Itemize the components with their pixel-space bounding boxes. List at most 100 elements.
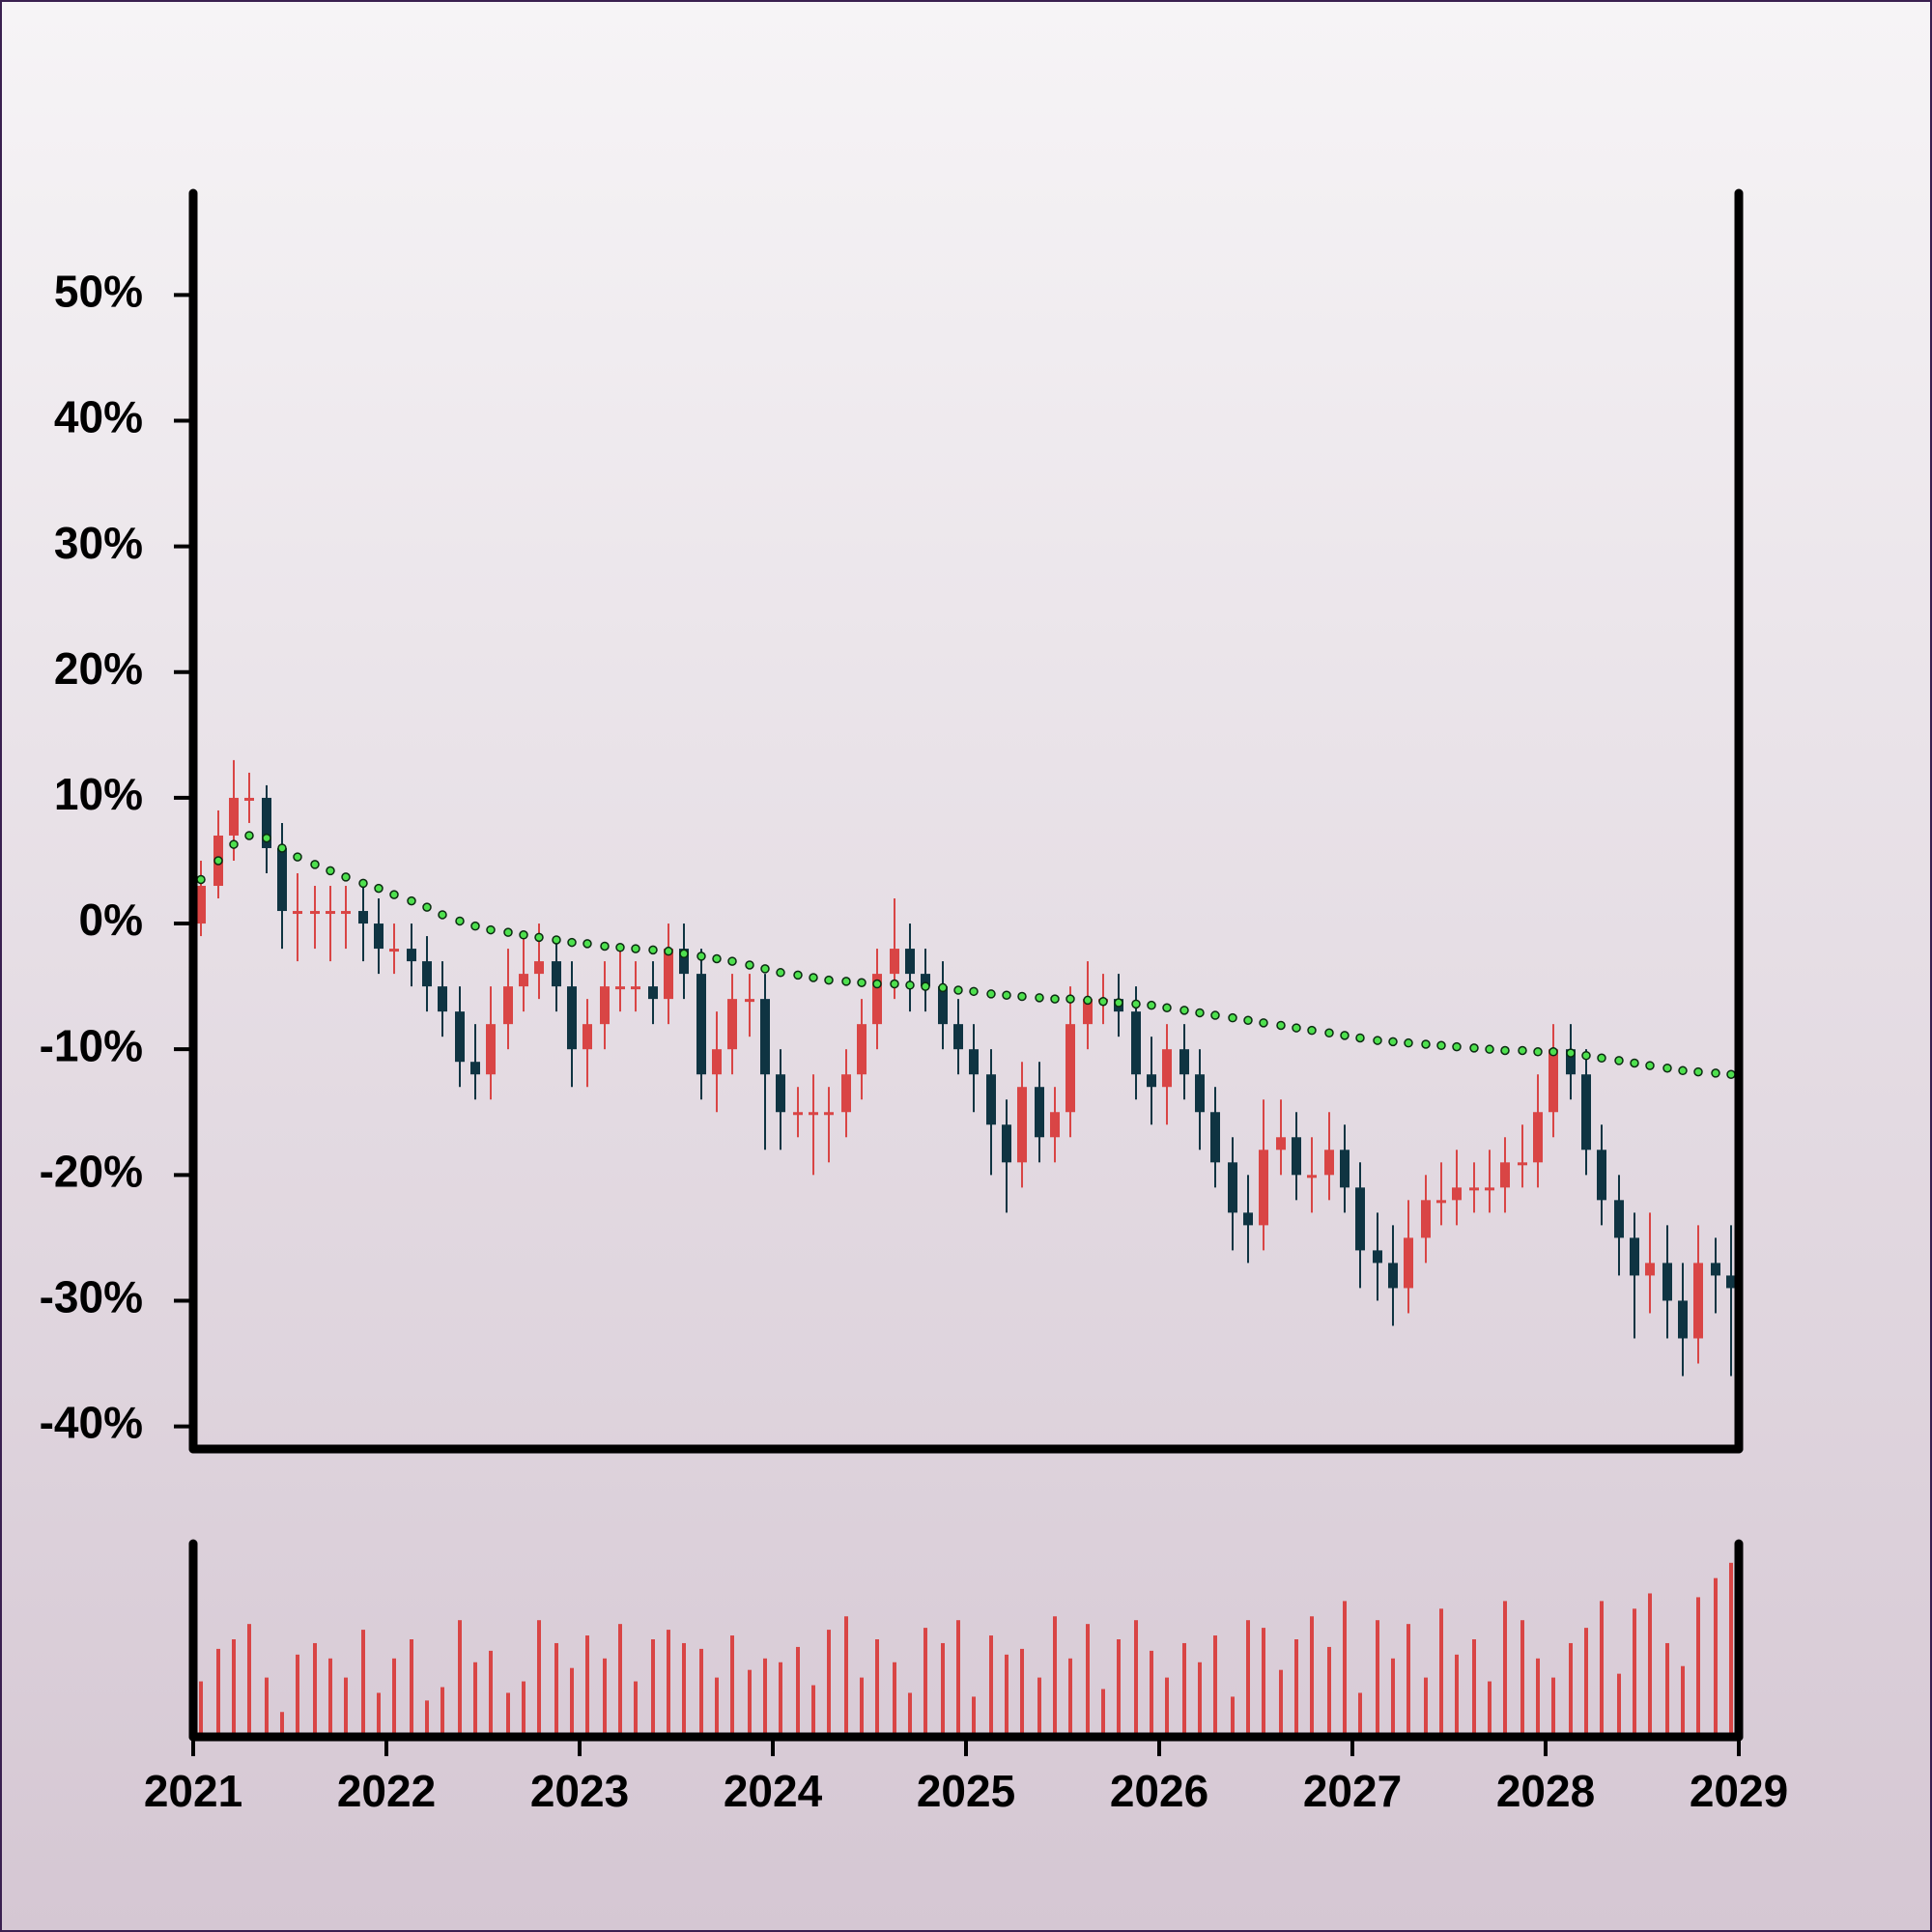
volume-bar <box>1327 1646 1331 1735</box>
moving-average-dot <box>567 937 577 948</box>
moving-average-dot <box>358 878 368 889</box>
moving-average-dot <box>664 946 673 956</box>
candle-body <box>1276 1137 1286 1151</box>
volume-bar <box>1117 1639 1121 1735</box>
moving-average-dot <box>277 843 287 853</box>
volume-bar <box>280 1712 284 1735</box>
moving-average-dot <box>552 935 561 945</box>
volume-bar <box>1406 1624 1410 1735</box>
volume-bar <box>199 1681 203 1735</box>
y-tick-label: 50% <box>54 267 143 317</box>
candle-body <box>615 986 625 990</box>
volume-bar <box>1520 1620 1524 1735</box>
moving-average-dot <box>1324 1028 1334 1038</box>
candle-body <box>1388 1263 1398 1289</box>
moving-average-dot <box>727 956 737 966</box>
candle-body <box>600 986 610 1025</box>
moving-average-dot <box>760 964 770 974</box>
volume-bar <box>554 1642 558 1735</box>
moving-average-dot <box>455 916 465 926</box>
volume-bar <box>1439 1608 1443 1735</box>
moving-average-dot <box>1693 1066 1703 1077</box>
volume-bar <box>1376 1620 1379 1735</box>
candle-body <box>1548 1049 1558 1113</box>
volume-bar <box>811 1685 815 1735</box>
moving-average-dot <box>438 910 447 920</box>
candle-body <box>1645 1263 1655 1276</box>
volume-bar <box>1037 1677 1041 1735</box>
candle-body <box>277 847 287 912</box>
candle-body <box>1500 1162 1510 1188</box>
candle-body <box>1566 1049 1576 1075</box>
moving-average-dot <box>1017 991 1027 1002</box>
volume-bar <box>779 1662 782 1735</box>
volume-bar <box>1213 1635 1217 1735</box>
moving-average-dot <box>582 939 592 949</box>
y-tick-label: 40% <box>54 392 143 442</box>
volume-bar <box>522 1681 526 1735</box>
volume-bar <box>1134 1620 1138 1735</box>
candle-body <box>470 1062 480 1075</box>
candle-body <box>1324 1150 1334 1176</box>
moving-average-dot <box>1726 1069 1736 1079</box>
volume-bar <box>651 1639 655 1735</box>
candle-body <box>1469 1187 1479 1191</box>
candle-body <box>631 986 640 990</box>
moving-average-dot <box>921 981 930 991</box>
volume-bar <box>313 1642 317 1735</box>
x-tick-label: 2024 <box>724 1766 823 1816</box>
volume-bar <box>618 1624 622 1735</box>
volume-bar <box>1391 1658 1395 1735</box>
moving-average-dot <box>890 979 899 989</box>
moving-average-dot <box>631 944 640 953</box>
candle-body <box>552 961 561 987</box>
candle-body <box>196 886 206 924</box>
moving-average-dot <box>1355 1033 1365 1043</box>
candle-body <box>1436 1200 1446 1204</box>
candle-body <box>1614 1200 1624 1238</box>
candle-body <box>519 974 528 987</box>
volume-bar <box>247 1624 251 1735</box>
candle-body <box>1179 1049 1189 1075</box>
candle-body <box>1228 1162 1237 1213</box>
volume-bar <box>1729 1562 1733 1735</box>
moving-average-dot <box>1162 1003 1172 1012</box>
moving-average-dot <box>1404 1037 1413 1048</box>
volume-bar <box>585 1635 589 1735</box>
candle-body <box>310 911 320 915</box>
moving-average-dot <box>1195 1008 1205 1018</box>
candle-body <box>1083 999 1093 1025</box>
y-tick-label: -30% <box>40 1272 143 1322</box>
candle-body <box>793 1112 803 1116</box>
volume-bar <box>1584 1628 1588 1735</box>
candle-body <box>1162 1049 1172 1088</box>
volume-bar <box>715 1677 719 1735</box>
y-tick-label: -40% <box>40 1398 143 1448</box>
candle-body <box>326 911 335 915</box>
volume-bar <box>748 1669 752 1735</box>
y-tick-label: -10% <box>40 1020 143 1070</box>
moving-average-dot <box>824 975 834 985</box>
volume-bar <box>1020 1648 1024 1735</box>
candle-body <box>389 949 399 952</box>
volume-bar <box>458 1620 462 1735</box>
volume-bar <box>893 1662 896 1735</box>
candle-body <box>534 961 544 975</box>
candle-body <box>1259 1150 1268 1226</box>
candle-body <box>229 797 239 836</box>
moving-average-dot <box>534 932 544 943</box>
moving-average-dot <box>905 980 915 990</box>
candle-body <box>341 911 351 915</box>
volume-bar <box>972 1696 976 1735</box>
x-tick-label: 2025 <box>917 1766 1015 1816</box>
candle-body <box>921 974 930 987</box>
volume-bar <box>1633 1608 1636 1735</box>
moving-average-dot <box>1083 995 1093 1006</box>
y-tick-label: 30% <box>54 518 143 568</box>
volume-bar <box>1262 1628 1265 1735</box>
moving-average-dot <box>872 979 882 989</box>
y-tick-label: 10% <box>54 769 143 819</box>
moving-average-dot <box>326 866 335 876</box>
moving-average-dot <box>1711 1068 1720 1078</box>
